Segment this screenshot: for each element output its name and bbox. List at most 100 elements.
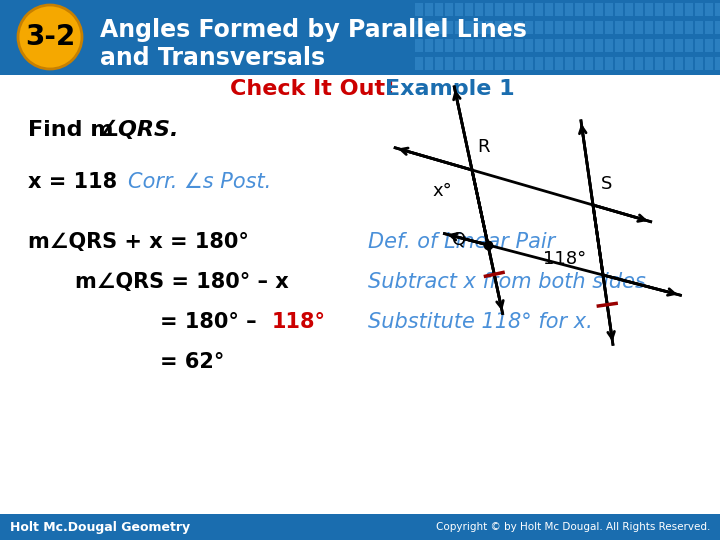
Bar [545,57,553,70]
Bar [515,39,523,52]
Bar [605,57,613,70]
Bar [705,39,713,52]
Bar [535,57,543,70]
Bar [435,21,443,34]
Bar [565,3,573,16]
Bar [565,57,573,70]
Bar [675,39,683,52]
Bar [0,514,720,540]
Bar [535,39,543,52]
Bar [665,21,673,34]
Bar [665,3,673,16]
Text: x°: x° [432,182,451,200]
Bar [705,3,713,16]
Bar [465,21,473,34]
Bar [435,3,443,16]
Bar [505,3,513,16]
Bar [545,39,553,52]
Bar [685,39,693,52]
Text: Find m: Find m [28,120,114,140]
Bar [595,3,603,16]
Bar [595,21,603,34]
Bar [605,3,613,16]
Bar [705,57,713,70]
Bar [555,3,563,16]
Bar [415,3,423,16]
Bar [585,3,593,16]
Bar [465,39,473,52]
Bar [435,57,443,70]
Bar [415,21,423,34]
Bar [475,21,483,34]
Text: Angles Formed by Parallel Lines: Angles Formed by Parallel Lines [100,18,527,42]
Bar [595,57,603,70]
Bar [585,21,593,34]
Bar [475,3,483,16]
Text: 3-2: 3-2 [25,23,75,51]
Bar [625,39,633,52]
Bar [595,39,603,52]
Bar [715,21,720,34]
Bar [485,39,493,52]
Bar [625,3,633,16]
Text: m∠QRS = 180° – x: m∠QRS = 180° – x [75,272,289,292]
Bar [665,39,673,52]
Bar [705,21,713,34]
Bar [615,21,623,34]
Bar [675,21,683,34]
Bar [505,21,513,34]
Bar [525,39,533,52]
Bar [635,21,643,34]
Text: = 180° –: = 180° – [160,312,264,332]
Bar [515,3,523,16]
Bar [645,57,653,70]
Bar [525,57,533,70]
Bar [675,57,683,70]
Text: Example 1: Example 1 [385,79,515,99]
Bar [515,21,523,34]
Text: Substitute 118° for x.: Substitute 118° for x. [368,312,593,332]
Bar [425,57,433,70]
Bar [495,3,503,16]
Bar [455,3,463,16]
Bar [715,57,720,70]
Bar [555,21,563,34]
Bar [615,3,623,16]
Bar [0,0,720,75]
Bar [455,57,463,70]
Bar [505,57,513,70]
Bar [635,39,643,52]
Bar [565,21,573,34]
Bar [535,21,543,34]
Bar [415,57,423,70]
Text: m∠QRS + x = 180°: m∠QRS + x = 180° [28,232,249,252]
Bar [715,39,720,52]
Bar [625,57,633,70]
Bar [535,3,543,16]
Bar [685,3,693,16]
Text: x = 118: x = 118 [28,172,117,192]
Text: and Transversals: and Transversals [100,46,325,70]
Bar [575,3,583,16]
Text: = 62°: = 62° [160,352,225,372]
Bar [635,3,643,16]
Bar [625,21,633,34]
Text: S: S [601,175,613,193]
Bar [575,39,583,52]
Bar [425,39,433,52]
Bar [425,3,433,16]
Bar [515,57,523,70]
Bar [655,21,663,34]
Bar [435,39,443,52]
Bar [605,39,613,52]
Bar [475,57,483,70]
Text: Holt Mc.Dougal Geometry: Holt Mc.Dougal Geometry [10,521,190,534]
Bar [555,57,563,70]
Bar [445,57,453,70]
Bar [505,39,513,52]
Text: Def. of Linear Pair: Def. of Linear Pair [368,232,555,252]
Bar [605,21,613,34]
Bar [415,39,423,52]
Bar [485,57,493,70]
Text: ∠QRS.: ∠QRS. [98,120,179,140]
